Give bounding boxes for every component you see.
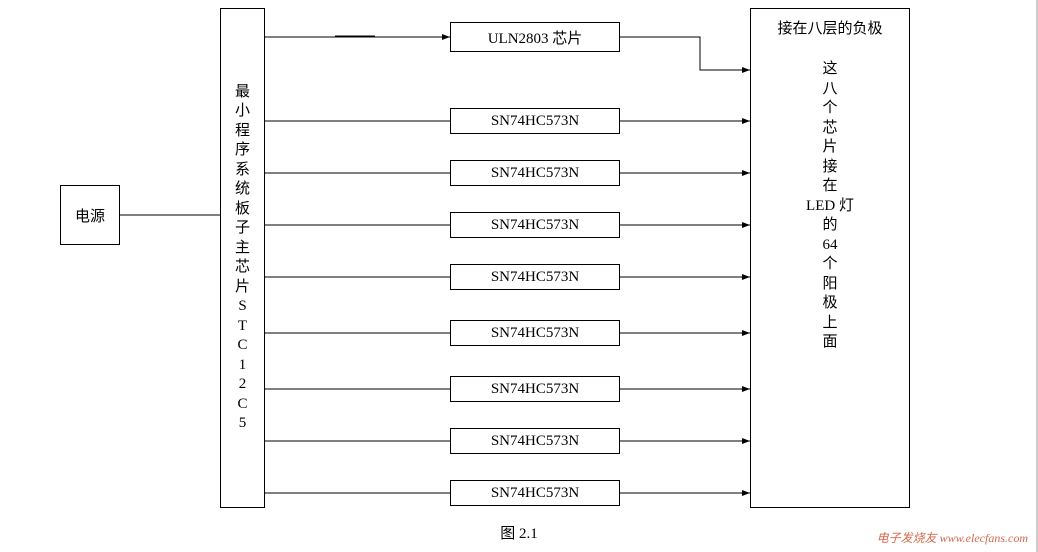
- watermark: 电子发烧友 www.elecfans.com: [877, 529, 1028, 546]
- chip-label: SN74HC573N: [491, 433, 579, 450]
- node-chip-5: SN74HC573N: [450, 320, 620, 346]
- node-chip-2: SN74HC573N: [450, 160, 620, 186]
- chip-label: SN74HC573N: [491, 113, 579, 130]
- chip-label: SN74HC573N: [491, 165, 579, 182]
- node-mcu: 最小程序系统板子主芯片STC12C5: [220, 8, 265, 508]
- node-chip-8: SN74HC573N: [450, 480, 620, 506]
- chip-label: SN74HC573N: [491, 269, 579, 286]
- chip-label: ULN2803 芯片: [488, 27, 583, 48]
- led-body-label: 这八个芯片接在LED 灯的64个阳极上面: [806, 60, 854, 353]
- node-mcu-label: 最小程序系统板子主芯片STC12C5: [235, 83, 250, 434]
- node-chip-3: SN74HC573N: [450, 212, 620, 238]
- node-power-label: 电源: [75, 205, 105, 226]
- chip-label: SN74HC573N: [491, 217, 579, 234]
- chip-label: SN74HC573N: [491, 485, 579, 502]
- led-top-label: 接在八层的负极: [777, 19, 882, 40]
- chip-label: SN74HC573N: [491, 325, 579, 342]
- figure-caption-text: 图 2.1: [500, 526, 538, 542]
- node-power: 电源: [60, 185, 120, 245]
- node-chip-7: SN74HC573N: [450, 428, 620, 454]
- node-chip-1: SN74HC573N: [450, 108, 620, 134]
- watermark-text: 电子发烧友 www.elecfans.com: [877, 531, 1028, 545]
- node-chip-6: SN74HC573N: [450, 376, 620, 402]
- node-led-array: 接在八层的负极 这八个芯片接在LED 灯的64个阳极上面: [750, 8, 910, 508]
- node-chip-4: SN74HC573N: [450, 264, 620, 290]
- chip-label: SN74HC573N: [491, 381, 579, 398]
- node-chip-uln2803: ULN2803 芯片: [450, 22, 620, 52]
